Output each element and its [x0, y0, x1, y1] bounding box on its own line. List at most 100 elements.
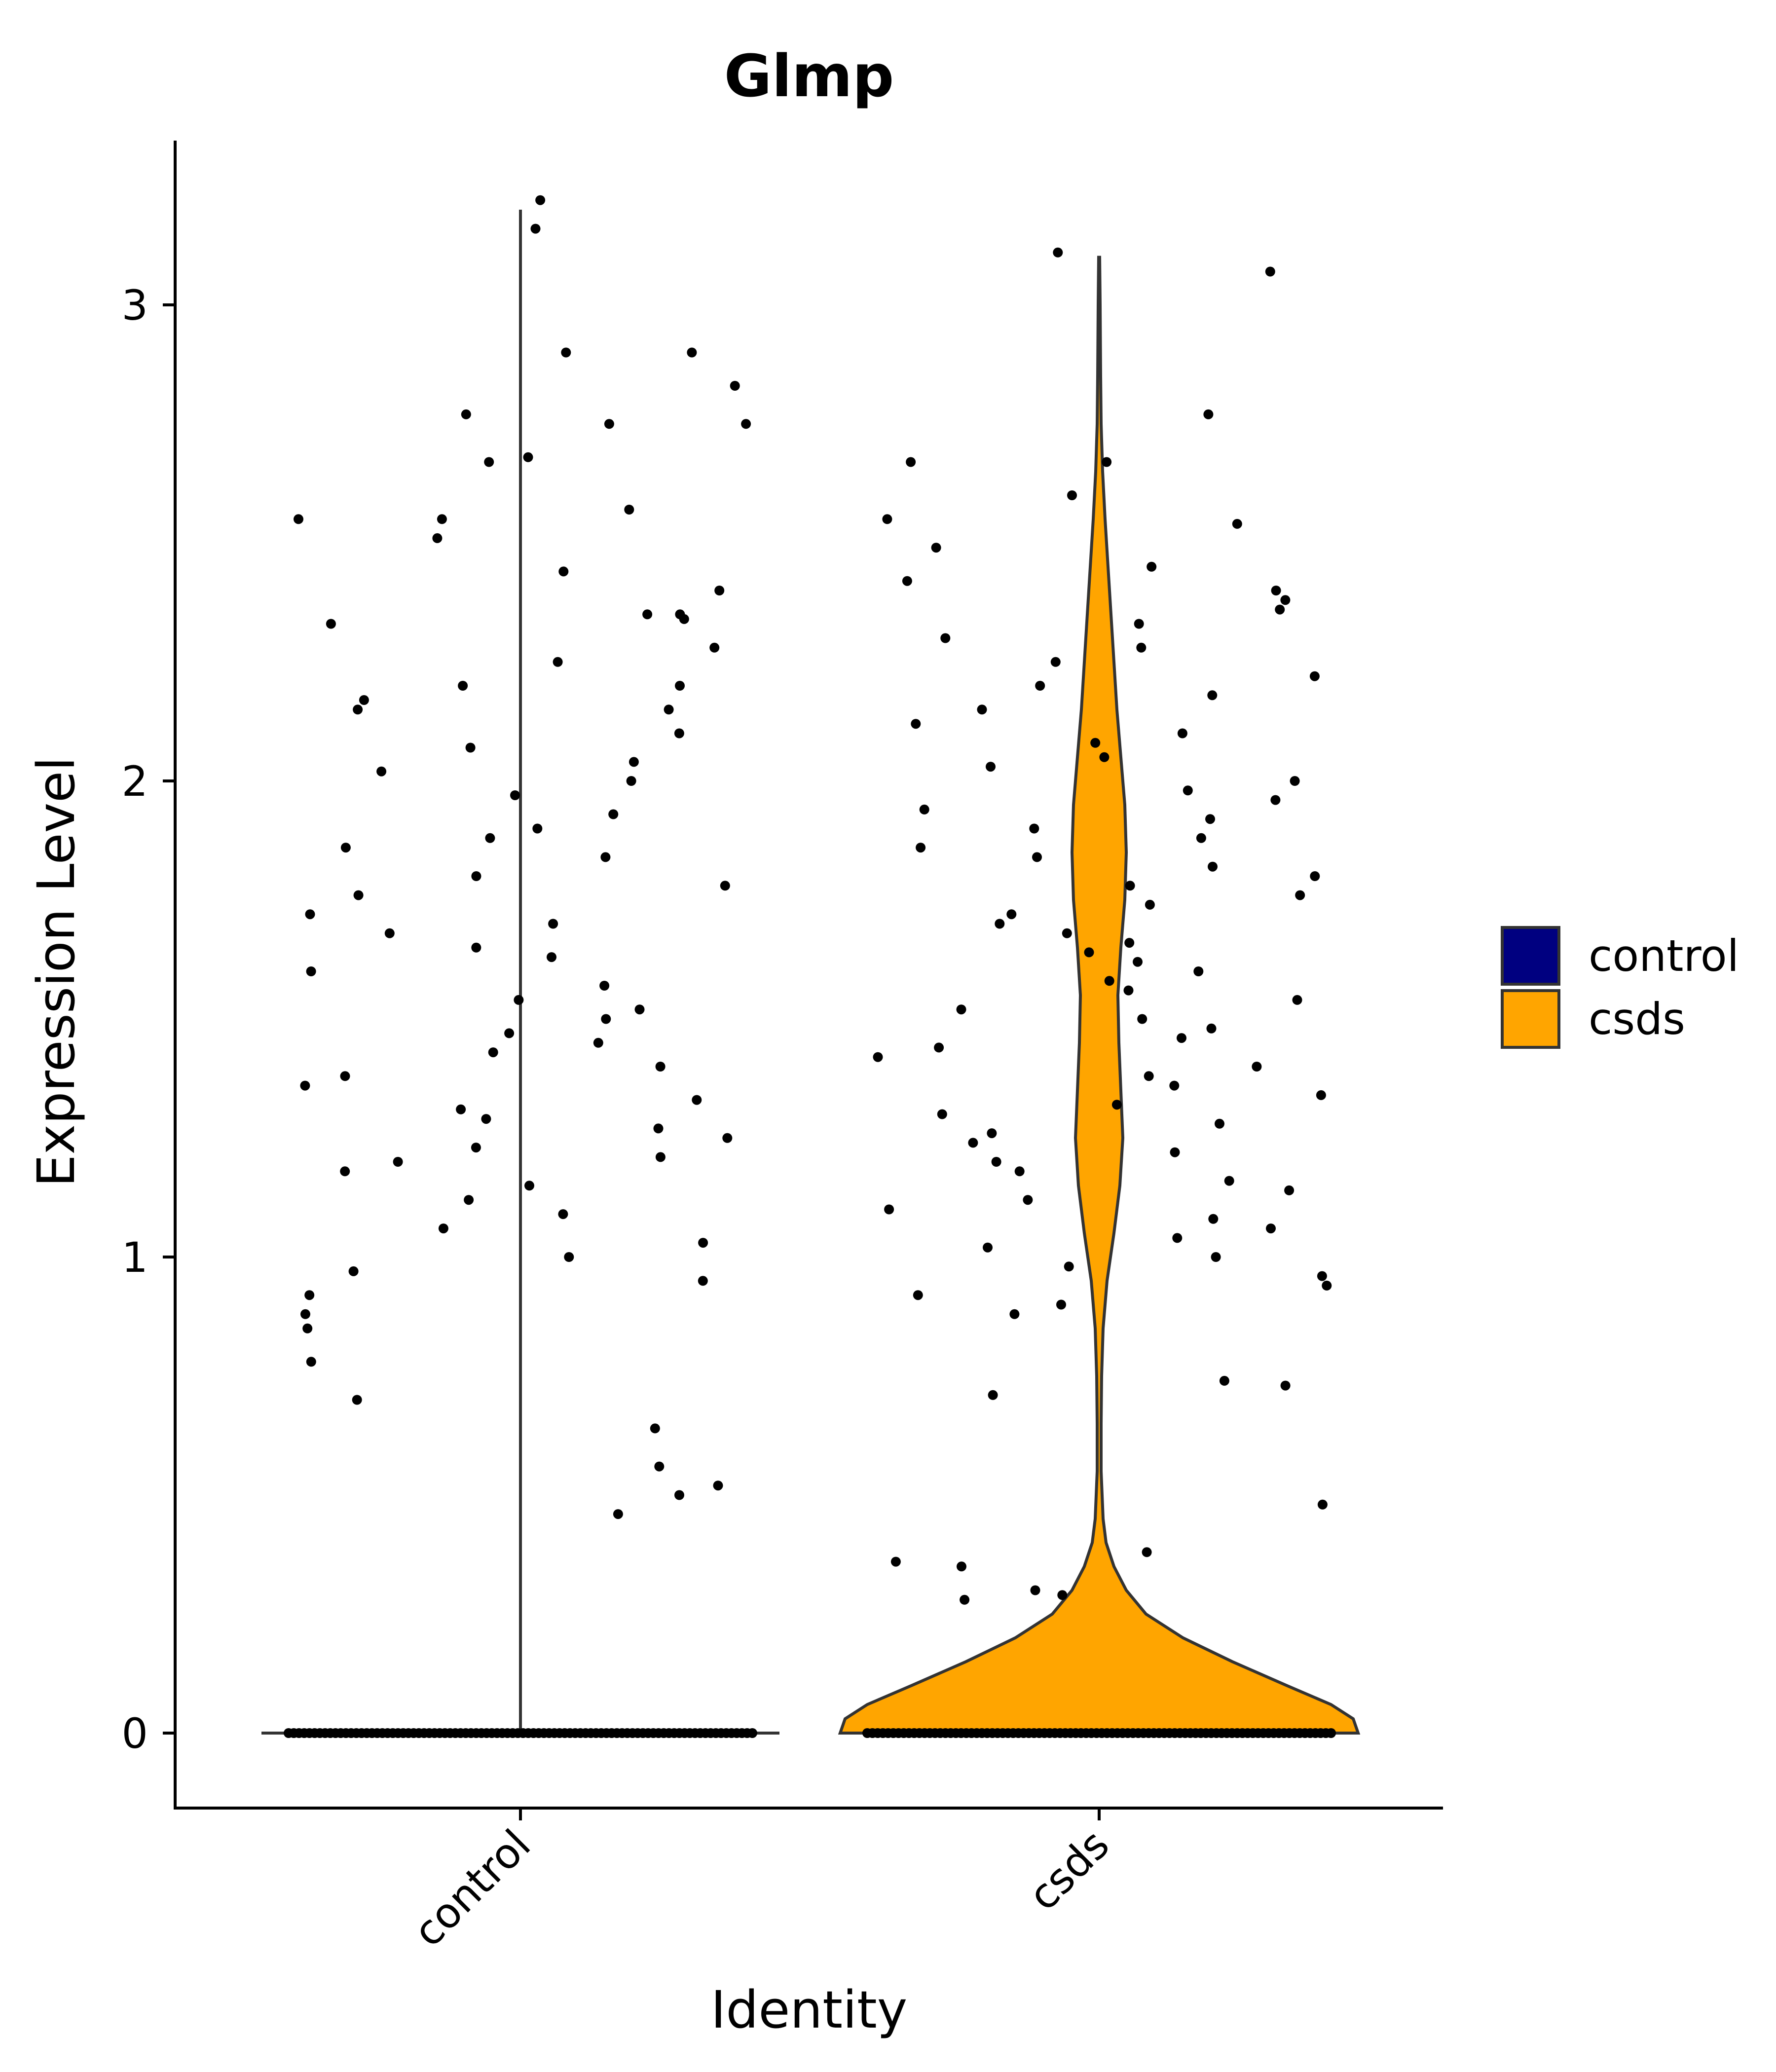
point-csds [1123, 985, 1134, 996]
point-csds [986, 762, 996, 772]
point-csds [1125, 881, 1135, 891]
point-control [300, 1309, 310, 1319]
point-csds [1009, 1309, 1020, 1319]
point-csds [1224, 1176, 1234, 1186]
point-control [530, 223, 541, 234]
y-axis-title: Expression Level [26, 757, 86, 1187]
point-csds [968, 1138, 978, 1148]
point-csds [913, 1290, 923, 1300]
point-control [679, 614, 689, 624]
point-control [741, 419, 751, 429]
point-control [653, 1123, 664, 1134]
point-csds [1032, 852, 1042, 862]
point-csds [1134, 619, 1144, 629]
legend: control csds [1501, 926, 1739, 1049]
point-csds [890, 1556, 901, 1567]
point-control [709, 642, 720, 653]
point-csds [1271, 586, 1281, 595]
point-control [458, 681, 468, 691]
point-control [674, 728, 684, 739]
point-control [306, 1357, 316, 1367]
point-csds [1232, 518, 1242, 529]
point-control [674, 1490, 684, 1500]
point-csds [1057, 1590, 1068, 1600]
point-control [687, 347, 697, 358]
point-csds [988, 1390, 998, 1400]
point-control [432, 533, 443, 543]
point-control [510, 790, 520, 800]
point-csds [956, 1004, 966, 1015]
point-csds [1183, 785, 1193, 796]
point-control [613, 1509, 623, 1519]
point-control [675, 681, 685, 691]
point-csds [1284, 1185, 1295, 1195]
point-control [384, 928, 395, 938]
point-csds [1270, 795, 1281, 805]
point-control [642, 609, 653, 620]
point-csds [1280, 595, 1291, 605]
point-csds [1067, 490, 1077, 500]
point-csds [1170, 1147, 1180, 1157]
point-csds [1207, 690, 1218, 701]
chart-title: Glmp [724, 42, 894, 110]
point-control [553, 657, 563, 667]
point-control [438, 1223, 448, 1234]
point-csds [995, 919, 1005, 929]
point-csds [1317, 1271, 1327, 1281]
jitter-points-layer [284, 195, 1336, 1738]
point-control [504, 1028, 515, 1038]
point-csds [1208, 1214, 1219, 1224]
point-control [654, 1461, 665, 1472]
point-csds [934, 1042, 944, 1053]
point-control [548, 919, 558, 929]
plot-area [261, 195, 1361, 1738]
point-control [471, 1143, 481, 1153]
violin-csds [838, 256, 1361, 1735]
point-csds [1316, 1090, 1326, 1100]
point-control [300, 1080, 310, 1091]
y-tick-label: 1 [122, 1233, 148, 1282]
point-csds [1064, 1261, 1074, 1272]
point-control [456, 1104, 466, 1114]
point-control [698, 1238, 708, 1248]
point-csds [1056, 1299, 1066, 1310]
point-csds [1309, 671, 1320, 681]
point-control [340, 1071, 350, 1081]
point-csds [884, 1204, 894, 1215]
point-csds [1211, 1252, 1221, 1262]
point-csds [1145, 899, 1155, 910]
point-control [305, 909, 315, 920]
point-csds [1215, 1118, 1224, 1129]
point-control [561, 347, 571, 358]
point-csds [1084, 947, 1094, 958]
point-control [604, 419, 614, 429]
y-axis-ticks: 0 1 2 3 [122, 281, 175, 1758]
point-control-zero [747, 1728, 757, 1738]
point-control [634, 1004, 645, 1015]
point-csds [991, 1157, 1001, 1167]
point-csds [1014, 1166, 1025, 1177]
point-control [714, 586, 725, 595]
point-csds [983, 1242, 993, 1253]
point-control [304, 1290, 315, 1300]
point-csds [1322, 1280, 1332, 1291]
point-control [471, 942, 481, 953]
point-csds [1280, 1380, 1291, 1391]
point-control [601, 1014, 611, 1024]
point-control [465, 742, 476, 753]
point-csds [873, 1052, 883, 1062]
point-control [523, 452, 533, 462]
point-control [302, 1323, 313, 1333]
point-csds [1208, 861, 1218, 872]
legend-label-csds: csds [1589, 994, 1685, 1044]
point-control [558, 566, 569, 577]
x-tick-label: csds [1019, 1820, 1119, 1920]
point-control [340, 843, 351, 853]
point-csds [1252, 1062, 1262, 1072]
point-csds [957, 1561, 966, 1572]
point-control [437, 514, 447, 524]
point-csds [1177, 728, 1187, 739]
point-control [713, 1480, 723, 1491]
point-csds [906, 457, 916, 467]
point-csds [1265, 266, 1275, 277]
